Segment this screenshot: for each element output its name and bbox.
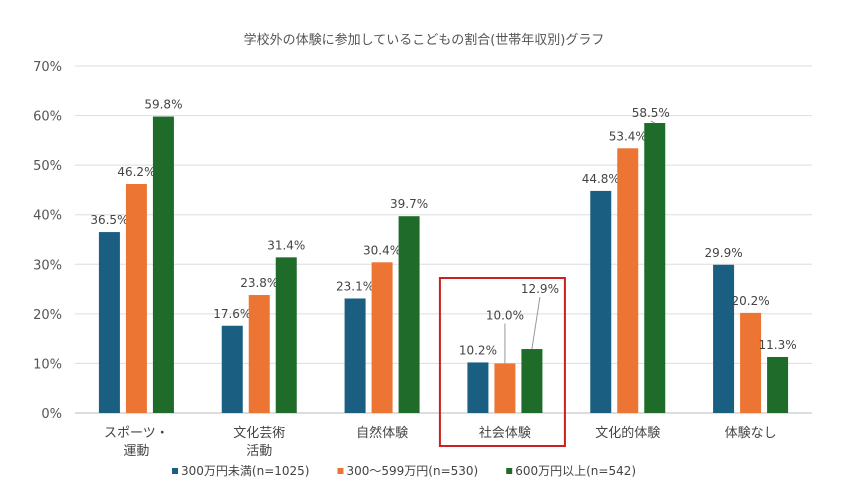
y-tick-label: 60% — [33, 110, 62, 125]
bar — [467, 362, 489, 413]
bar — [221, 325, 243, 413]
legend-swatch — [172, 468, 178, 474]
bar — [275, 257, 297, 413]
x-tick-label: 自然体験 — [356, 425, 408, 441]
y-tick-label: 0% — [41, 407, 62, 422]
y-tick-label: 70% — [33, 60, 62, 75]
data-label: 31.4% — [267, 238, 305, 252]
x-tick-label: スポーツ・ — [104, 426, 169, 441]
bar — [521, 349, 543, 413]
data-label: 39.7% — [390, 197, 428, 211]
bar — [767, 356, 789, 413]
bar — [590, 190, 612, 413]
legend-swatch — [337, 468, 344, 474]
bar — [152, 116, 174, 413]
y-tick-label: 50% — [33, 159, 62, 174]
x-tick-label: 文化芸術 — [233, 425, 285, 441]
data-label: 23.8% — [240, 276, 278, 290]
data-label: 46.2% — [117, 165, 155, 179]
data-label: 59.8% — [144, 98, 182, 112]
data-label: 20.2% — [732, 294, 770, 308]
x-tick-label: 体験なし — [725, 426, 777, 441]
x-tick-label: 活動 — [246, 444, 272, 459]
bar — [125, 183, 147, 413]
bar — [98, 232, 120, 413]
y-tick-label: 30% — [33, 258, 62, 273]
data-label: 10.2% — [459, 343, 497, 357]
leader-line — [650, 120, 655, 124]
bar — [248, 295, 270, 413]
bar — [398, 216, 420, 413]
legend-label: 300万円未満(n=1025) — [181, 464, 309, 478]
data-label: 17.6% — [213, 307, 251, 321]
data-label: 30.4% — [363, 243, 401, 257]
data-label: 11.3% — [759, 338, 797, 352]
y-tick-label: 40% — [33, 209, 62, 224]
bar — [494, 363, 516, 413]
bar — [740, 312, 762, 413]
y-tick-label: 20% — [33, 308, 62, 323]
bar — [371, 262, 393, 413]
legend-swatch — [506, 468, 513, 474]
leader-line — [531, 296, 541, 350]
data-label: 53.4% — [609, 129, 647, 143]
chart-title: 学校外の体験に参加しているこどもの割合(世帯年収別)グラフ — [244, 32, 605, 48]
legend-label: 300～599万円(n=530) — [346, 464, 478, 478]
data-label: 36.5% — [90, 213, 128, 227]
highlight-box — [438, 277, 566, 447]
data-label: 29.9% — [705, 246, 743, 260]
y-tick-label: 10% — [33, 357, 62, 372]
data-label: 58.5% — [632, 106, 670, 120]
legend-label: 600万円以上(n=542) — [515, 464, 636, 478]
bar — [344, 298, 366, 413]
data-label: 23.1% — [336, 279, 374, 293]
x-tick-label: 社会体験 — [479, 425, 531, 441]
bar — [617, 148, 639, 413]
data-label: 10.0% — [486, 308, 524, 322]
x-tick-label: 文化的体験 — [595, 425, 660, 441]
x-tick-label: 運動 — [123, 444, 149, 459]
bar — [644, 123, 666, 413]
bar — [713, 264, 735, 413]
data-label: 12.9% — [521, 282, 559, 296]
data-label: 44.8% — [582, 172, 620, 186]
